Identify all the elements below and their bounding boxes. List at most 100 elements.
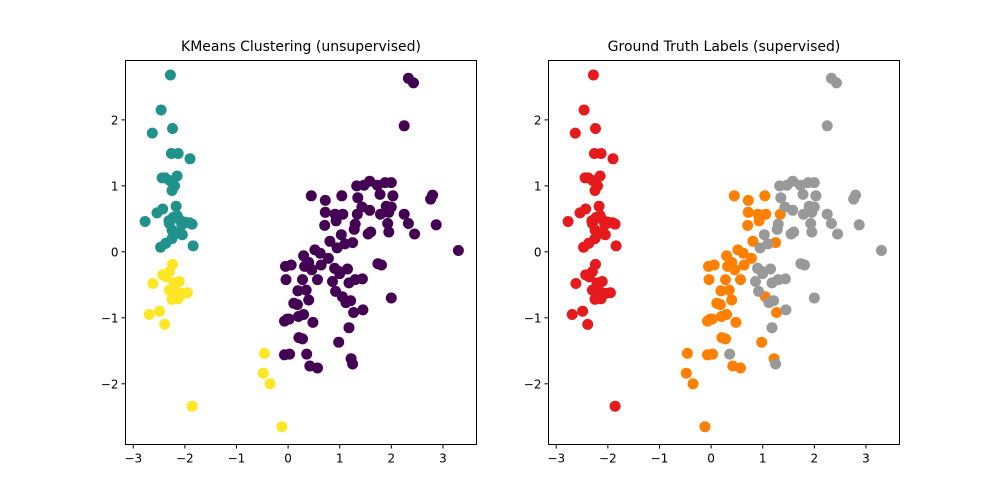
data-point: [566, 309, 578, 320]
data-point: [604, 287, 616, 299]
data-point: [589, 185, 601, 196]
data-point: [172, 293, 184, 305]
data-point: [580, 269, 592, 281]
data-point: [850, 189, 862, 201]
data-point: [334, 268, 346, 280]
data-point: [181, 287, 193, 299]
data-point: [797, 188, 809, 200]
data-point: [720, 274, 731, 286]
data-point: [187, 240, 199, 252]
data-point: [699, 421, 711, 433]
data-point: [315, 259, 327, 271]
data-point: [430, 219, 442, 231]
data-point: [726, 294, 738, 306]
ticks-layer: −3 −2 −1 0 1 2 3 −2 −1 0 1 2: [524, 113, 870, 465]
data-point: [375, 208, 386, 220]
y-tick-label: 0: [534, 245, 542, 259]
data-point: [365, 226, 377, 238]
data-point: [607, 153, 619, 165]
data-point: [570, 278, 582, 289]
data-point: [704, 313, 716, 325]
data-point: [155, 104, 167, 116]
data-point: [186, 400, 198, 412]
data-point: [348, 307, 360, 318]
data-point: [159, 318, 171, 330]
data-point: [382, 218, 394, 229]
data-point: [343, 322, 355, 334]
data-point: [715, 311, 727, 322]
data-point: [374, 188, 386, 200]
ticks-layer: −3 −2 −1 0 1 2 3 −2 −1 0 1 2: [101, 113, 447, 465]
data-point: [340, 297, 352, 309]
data-point: [771, 223, 783, 235]
data-point: [760, 208, 772, 220]
data-point: [327, 276, 338, 287]
data-point: [582, 318, 594, 330]
data-point: [300, 284, 312, 296]
data-point: [610, 240, 622, 252]
data-point: [596, 276, 608, 287]
data-point: [595, 148, 607, 159]
x-tick-label: 1: [336, 452, 344, 466]
data-point: [324, 235, 336, 247]
ground-truth-scatter-panel: Ground Truth Labels (supervised) −3 −2 −1 0…: [524, 39, 900, 466]
data-point: [805, 218, 817, 229]
data-point: [348, 223, 360, 235]
data-point: [312, 362, 323, 374]
data-point: [831, 77, 842, 89]
data-point: [730, 316, 742, 328]
data-point: [303, 294, 315, 306]
kmeans-scatter-panel: KMeans Clustering (unsupervised) −3 −2 −1 0…: [101, 39, 477, 466]
data-point: [257, 367, 269, 379]
data-point: [337, 208, 349, 220]
data-point: [264, 378, 276, 390]
x-tick-label: −3: [124, 452, 142, 466]
x-tick-label: −1: [228, 452, 246, 466]
data-point: [292, 311, 304, 322]
data-point: [590, 123, 601, 134]
data-point: [166, 185, 178, 196]
x-tick-label: 2: [811, 452, 819, 466]
x-tick-label: 3: [862, 452, 870, 466]
data-point: [301, 348, 313, 360]
data-point: [143, 309, 155, 320]
y-tick-label: 2: [534, 113, 542, 127]
data-point: [307, 316, 319, 328]
data-point: [402, 218, 414, 229]
data-point: [780, 304, 792, 316]
data-point: [172, 148, 184, 159]
data-point: [151, 207, 163, 219]
data-point: [821, 120, 833, 132]
data-point: [335, 229, 347, 241]
data-point: [738, 259, 750, 271]
data-point: [714, 299, 726, 311]
x-tick-label: 0: [707, 452, 715, 466]
data-point: [292, 285, 304, 297]
y-tick-label: 0: [111, 245, 119, 259]
data-point: [742, 194, 754, 206]
data-point: [398, 120, 410, 132]
data-point: [157, 269, 169, 281]
data-point: [574, 207, 586, 219]
data-point: [173, 276, 185, 287]
data-point: [139, 216, 151, 227]
y-tick-label: −2: [101, 377, 119, 391]
data-point: [774, 180, 786, 192]
data-point: [347, 358, 359, 370]
data-point: [735, 362, 746, 374]
chart-title: Ground Truth Labels (supervised): [608, 39, 841, 55]
y-tick-label: −1: [101, 311, 119, 325]
data-point: [806, 206, 818, 218]
data-point: [766, 322, 778, 334]
x-tick-label: −1: [651, 452, 669, 466]
data-point: [147, 278, 159, 289]
data-point: [186, 218, 198, 230]
data-point: [762, 238, 774, 250]
data-point: [357, 304, 369, 316]
data-point: [795, 258, 807, 270]
data-point: [371, 179, 383, 191]
data-point: [729, 264, 741, 276]
data-point: [176, 229, 188, 241]
data-point: [737, 247, 749, 259]
